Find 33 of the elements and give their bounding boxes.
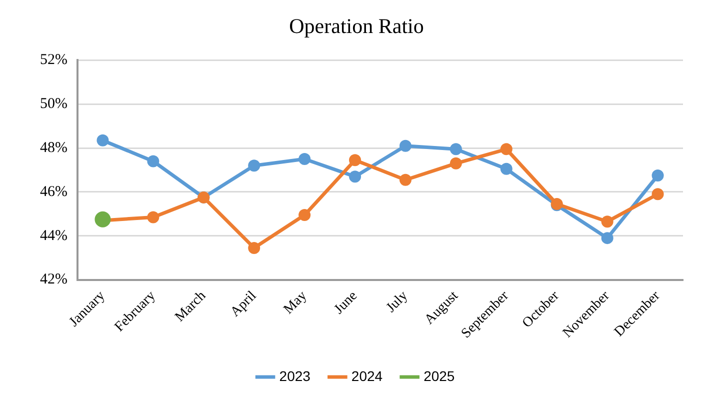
point xyxy=(298,209,311,222)
point xyxy=(450,143,462,156)
point xyxy=(248,160,260,172)
y-tick-label: 44% xyxy=(40,228,68,244)
point xyxy=(399,140,412,152)
point xyxy=(248,242,260,254)
point xyxy=(147,211,160,224)
y-tick-label: 50% xyxy=(40,96,68,112)
y-tick-label: 42% xyxy=(40,272,68,288)
chart-title: Operation Ratio xyxy=(289,14,424,38)
legend-label: 2023 xyxy=(279,368,311,384)
point xyxy=(450,157,462,170)
point xyxy=(349,170,362,183)
point xyxy=(94,211,111,228)
point xyxy=(601,216,614,228)
point xyxy=(652,169,664,182)
point xyxy=(500,143,512,156)
point xyxy=(652,188,664,200)
legend-label: 2025 xyxy=(424,368,455,384)
y-tick-label: 46% xyxy=(40,184,68,200)
legend-label: 2024 xyxy=(351,368,383,384)
y-tick-label: 52% xyxy=(40,52,68,68)
point xyxy=(96,134,109,146)
point xyxy=(298,153,311,166)
point xyxy=(500,162,512,175)
point xyxy=(601,232,614,244)
point xyxy=(349,154,362,166)
point xyxy=(399,174,412,186)
x-tick-label: July xyxy=(384,288,411,316)
y-tick-label: 48% xyxy=(40,140,68,156)
point xyxy=(147,155,160,168)
x-tick-label: May xyxy=(281,288,310,318)
x-tick-label: June xyxy=(332,288,360,318)
